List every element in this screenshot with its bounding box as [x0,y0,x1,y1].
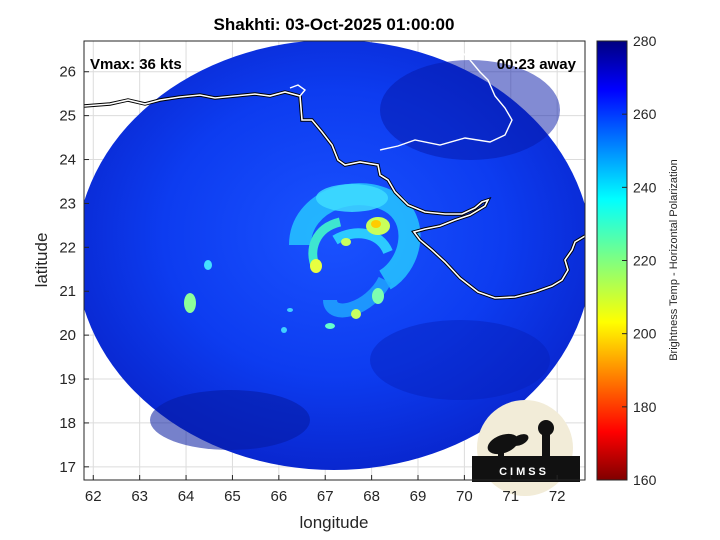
x-tick-label: 68 [363,488,380,505]
border-line [379,49,513,151]
x-tick-label: 71 [502,488,519,505]
x-tick-label: 70 [456,488,473,505]
y-tick-label: 19 [59,371,76,388]
dry-region [150,390,310,450]
logo-text: CIMSS [499,466,549,478]
colorbar-tick-label: 280 [633,33,657,49]
x-tick-label: 63 [131,488,148,505]
plot-area [84,41,585,470]
colorbar-tick-label: 260 [633,106,657,122]
y-tick-label: 17 [59,459,76,476]
y-tick-label: 24 [59,152,76,169]
y-tick-label: 26 [59,64,76,81]
y-tick-label: 20 [59,327,76,344]
colorbar-tick-label: 200 [633,326,657,342]
y-tick-label: 25 [59,108,76,125]
colorbar-label: Brightness Temp - Horizontal Polarizatio… [668,159,680,361]
y-tick-label: 22 [59,239,76,256]
x-axis-label: longitude [299,513,368,532]
colorbar-tick-label: 160 [633,472,657,488]
x-tick-label: 72 [549,488,566,505]
x-tick-label: 62 [85,488,102,505]
x-axis-ticks: 62 63 64 65 66 67 68 69 70 71 72 [85,475,566,505]
x-tick-label: 66 [270,488,287,505]
x-tick-label: 65 [224,488,241,505]
coastline [84,91,585,299]
y-tick-label: 18 [59,415,76,432]
y-axis-ticks: 26 25 24 23 22 21 20 19 18 17 [59,64,89,476]
x-tick-label: 67 [317,488,334,505]
y-axis-label: latitude [32,233,51,288]
x-tick-label: 64 [178,488,195,505]
land-region [380,60,560,160]
y-tick-label: 21 [59,283,76,300]
axes-frame [83,40,586,481]
coast-detail [289,84,307,97]
x-tick-label: 69 [410,488,427,505]
y-tick-label: 23 [59,195,76,212]
colorbar-tick-label: 240 [633,179,657,195]
time-away-label: 00:23 away [497,56,577,73]
dry-region [370,320,550,400]
colorbar-tick-label: 220 [633,253,657,269]
colorbar-ticks: 280 260 240 220 200 180 160 [622,33,657,488]
colorbar-tick-label: 180 [633,399,657,415]
cyclone-rainbands [184,183,421,333]
plot-title: Shakhti: 03-Oct-2025 01:00:00 [214,15,455,34]
vmax-label: Vmax: 36 kts [90,56,182,73]
